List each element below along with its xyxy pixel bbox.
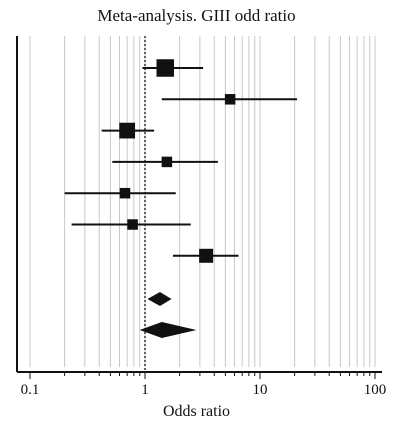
x-tick-label: 100 [364, 382, 387, 398]
study-marker [224, 94, 236, 105]
x-tick-label: 0.1 [21, 382, 40, 398]
study-marker [156, 59, 175, 77]
x-tick-label: 10 [253, 382, 268, 398]
study-marker [161, 156, 173, 168]
chart-title: Meta-analysis. GIII odd ratio [97, 6, 296, 25]
study-marker [119, 122, 136, 139]
x-tick-label: 1 [141, 382, 149, 398]
pooled-diamond [147, 292, 172, 306]
pooled-diamond [139, 322, 197, 338]
study-marker [119, 187, 131, 199]
x-axis-label: Odds ratio [162, 403, 231, 420]
study-marker [127, 219, 138, 230]
study-marker [199, 248, 214, 263]
